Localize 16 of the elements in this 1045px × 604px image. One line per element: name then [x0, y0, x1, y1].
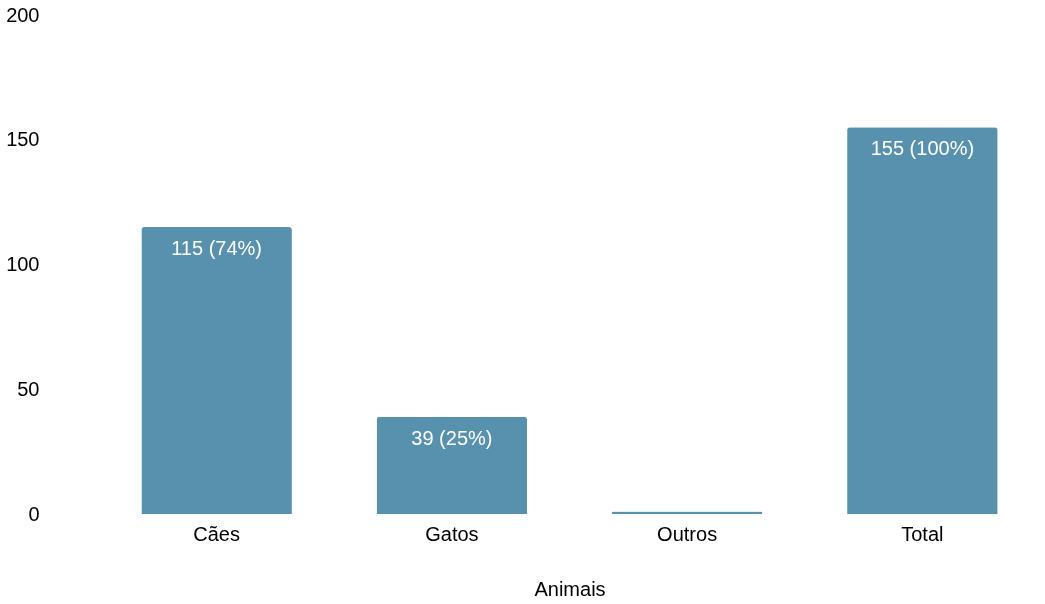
data-label: 115 (74%)	[171, 237, 263, 260]
x-tick-label: Gatos	[425, 522, 479, 545]
data-label: 155 (100%)	[870, 137, 975, 160]
y-tick-label: 150	[6, 128, 40, 151]
bar	[847, 127, 998, 514]
data-label: 39 (25%)	[411, 426, 493, 449]
x-axis-title: Animais	[534, 577, 606, 600]
y-tick-label: 200	[6, 3, 40, 26]
bar	[141, 227, 292, 514]
y-tick-label: 50	[17, 377, 40, 400]
x-tick-label: Outros	[657, 522, 718, 545]
y-tick-label: 0	[28, 502, 40, 525]
y-tick-label: 100	[6, 253, 40, 275]
bar	[376, 416, 528, 514]
x-tick-label: Total	[901, 522, 944, 545]
x-tick-label: Cães	[193, 522, 240, 545]
